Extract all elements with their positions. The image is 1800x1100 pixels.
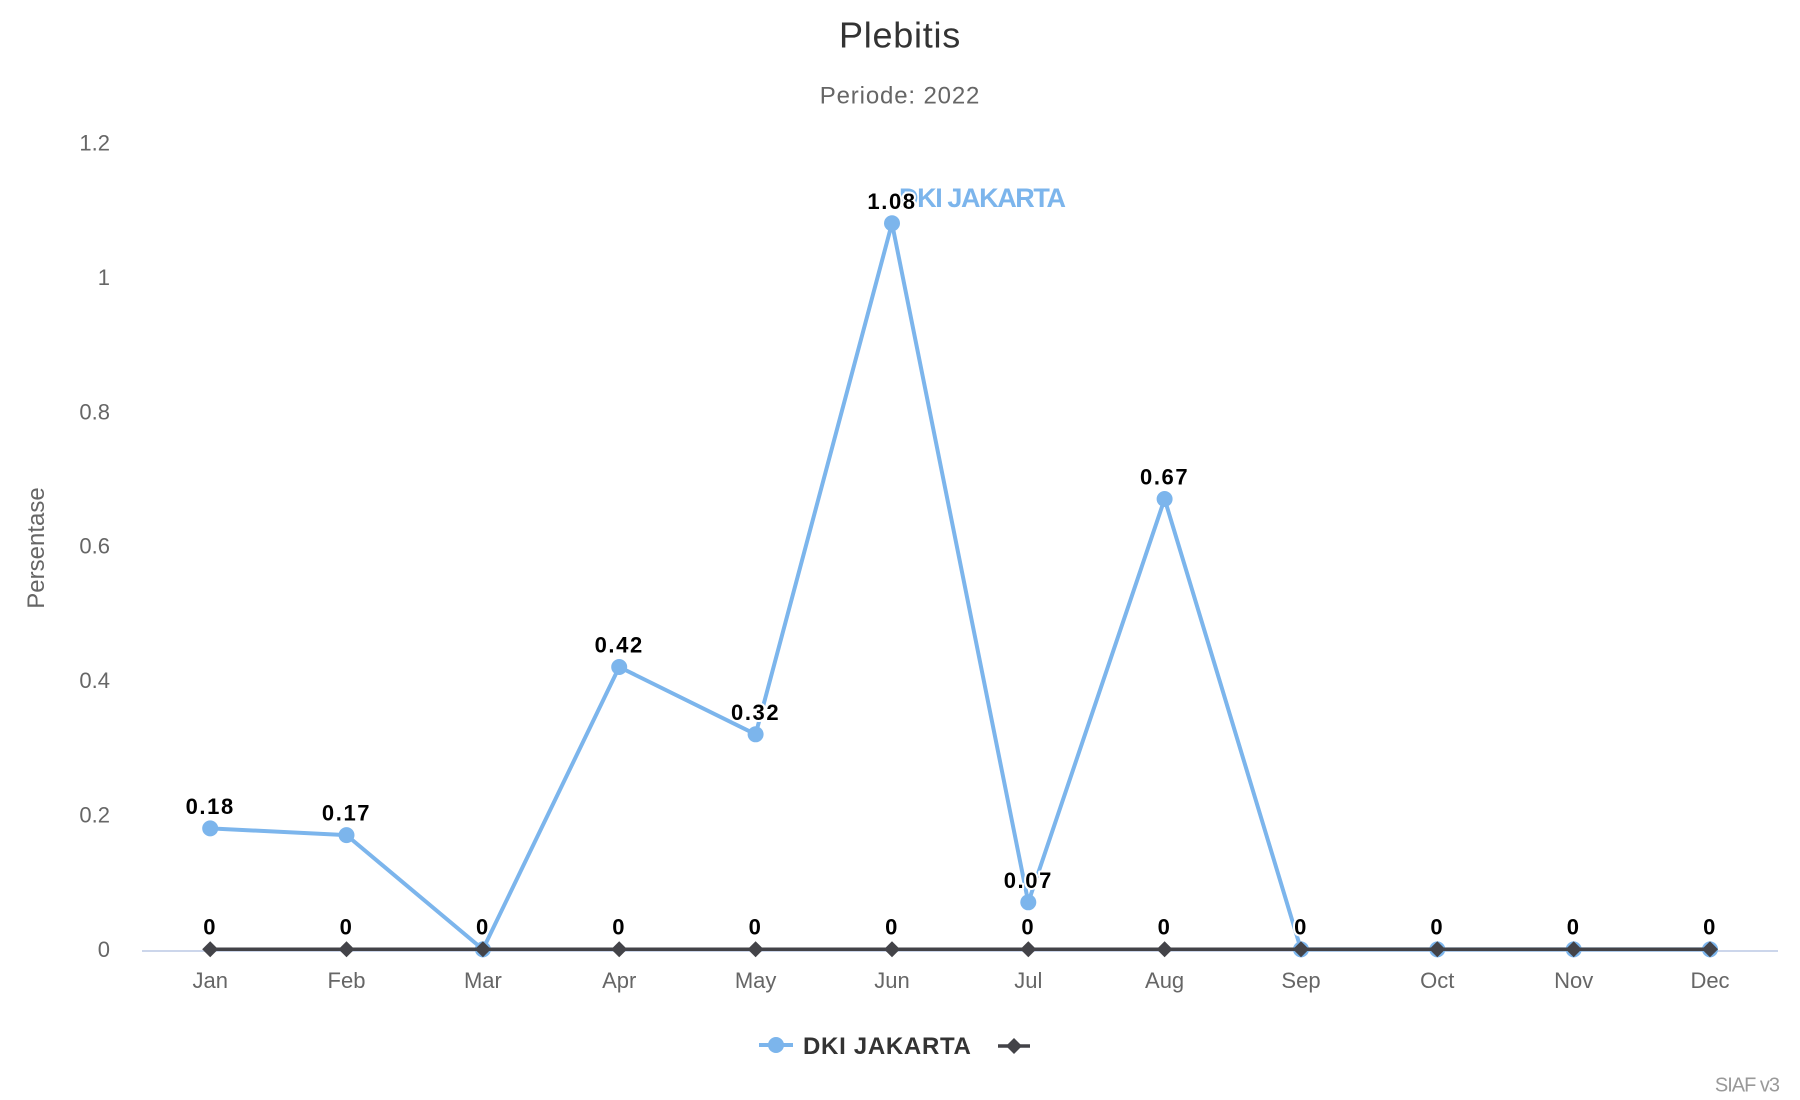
svg-text:Persentase: Persentase bbox=[23, 487, 50, 608]
svg-text:0.6: 0.6 bbox=[79, 534, 110, 559]
svg-text:0: 0 bbox=[749, 915, 763, 940]
svg-text:0: 0 bbox=[1294, 915, 1308, 940]
svg-text:Nov: Nov bbox=[1554, 968, 1593, 993]
svg-text:0: 0 bbox=[1430, 915, 1444, 940]
svg-text:0.17: 0.17 bbox=[322, 801, 371, 826]
svg-text:0.32: 0.32 bbox=[731, 700, 780, 725]
svg-text:Plebitis: Plebitis bbox=[839, 15, 961, 56]
svg-text:1: 1 bbox=[98, 265, 110, 290]
svg-text:Dec: Dec bbox=[1690, 968, 1729, 993]
svg-text:DKI JAKARTA: DKI JAKARTA bbox=[899, 183, 1065, 213]
svg-text:0: 0 bbox=[1567, 915, 1581, 940]
svg-text:0: 0 bbox=[340, 915, 354, 940]
svg-text:1.08: 1.08 bbox=[867, 189, 916, 214]
svg-text:0: 0 bbox=[612, 915, 626, 940]
svg-text:Jun: Jun bbox=[874, 968, 909, 993]
svg-text:Oct: Oct bbox=[1420, 968, 1454, 993]
svg-text:0: 0 bbox=[203, 915, 217, 940]
svg-text:May: May bbox=[735, 968, 777, 993]
svg-text:Periode: 2022: Periode: 2022 bbox=[820, 83, 981, 110]
svg-text:0.07: 0.07 bbox=[1004, 868, 1053, 893]
svg-text:Jul: Jul bbox=[1014, 968, 1042, 993]
svg-text:Aug: Aug bbox=[1145, 968, 1184, 993]
svg-text:0.42: 0.42 bbox=[595, 633, 644, 658]
svg-text:0.2: 0.2 bbox=[79, 803, 110, 828]
svg-text:0: 0 bbox=[98, 937, 110, 962]
svg-text:1.2: 1.2 bbox=[79, 130, 110, 155]
svg-text:Apr: Apr bbox=[602, 968, 636, 993]
svg-text:0.8: 0.8 bbox=[79, 399, 110, 424]
svg-text:0: 0 bbox=[885, 915, 899, 940]
svg-text:Mar: Mar bbox=[464, 968, 502, 993]
svg-text:Jan: Jan bbox=[192, 968, 227, 993]
svg-text:SIAF v3: SIAF v3 bbox=[1715, 1075, 1780, 1097]
svg-text:0.67: 0.67 bbox=[1140, 465, 1189, 490]
svg-text:Sep: Sep bbox=[1281, 968, 1320, 993]
svg-text:0: 0 bbox=[1703, 915, 1717, 940]
svg-text:0: 0 bbox=[1158, 915, 1172, 940]
svg-text:0: 0 bbox=[476, 915, 490, 940]
svg-text:0.4: 0.4 bbox=[79, 668, 110, 693]
svg-text:0.18: 0.18 bbox=[186, 794, 235, 819]
svg-text:DKI JAKARTA: DKI JAKARTA bbox=[803, 1033, 972, 1060]
svg-text:0: 0 bbox=[1021, 915, 1035, 940]
svg-text:Feb: Feb bbox=[328, 968, 366, 993]
